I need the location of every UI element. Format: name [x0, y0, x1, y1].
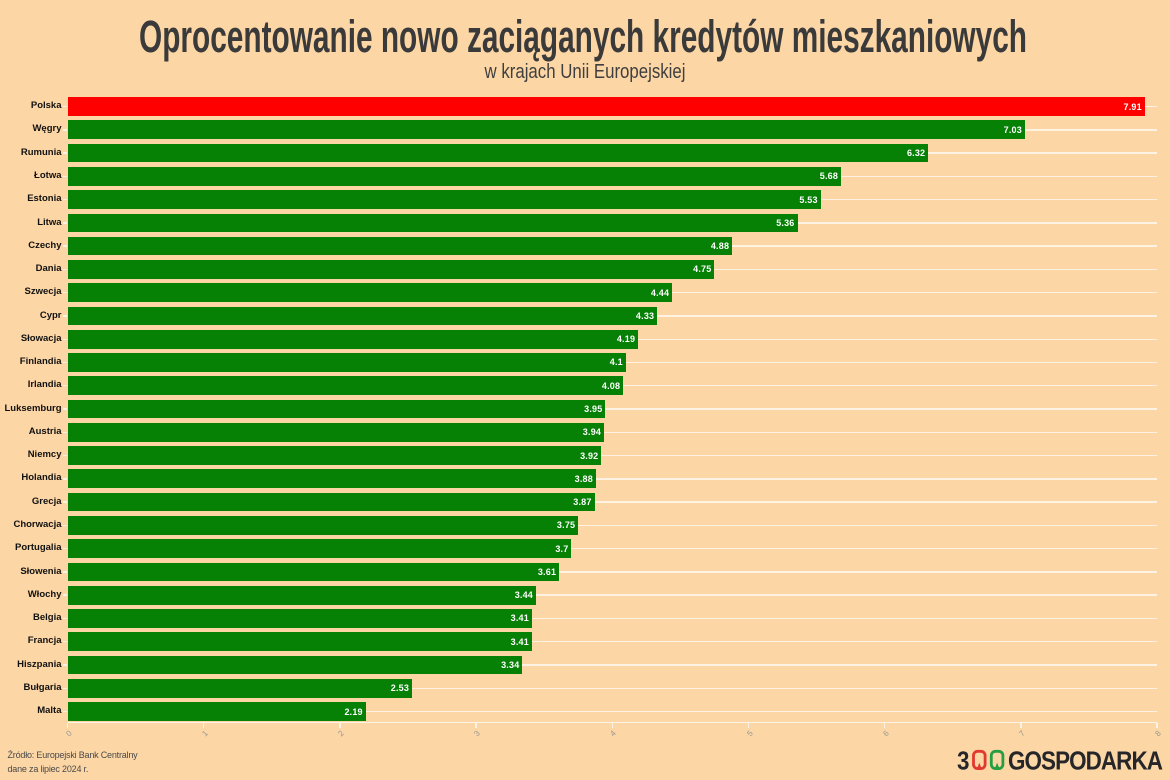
- svg-text:Oprocentowanie nowo zaciąganyc: Oprocentowanie nowo zaciąganych kredytów…: [139, 11, 1027, 62]
- svg-text:w krajach Unii Europejskiej: w krajach Unii Europejskiej: [484, 61, 686, 83]
- svg-text:3: 3: [957, 749, 969, 771]
- svg-text:GOSPODARKA: GOSPODARKA: [1008, 749, 1163, 771]
